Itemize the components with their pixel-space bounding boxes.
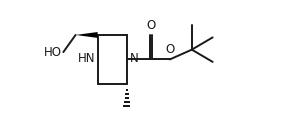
Polygon shape <box>76 32 98 38</box>
Text: O: O <box>165 43 174 56</box>
Text: N: N <box>130 52 139 65</box>
Text: O: O <box>147 19 156 32</box>
Text: HO: HO <box>44 46 62 59</box>
Text: HN: HN <box>78 52 96 65</box>
